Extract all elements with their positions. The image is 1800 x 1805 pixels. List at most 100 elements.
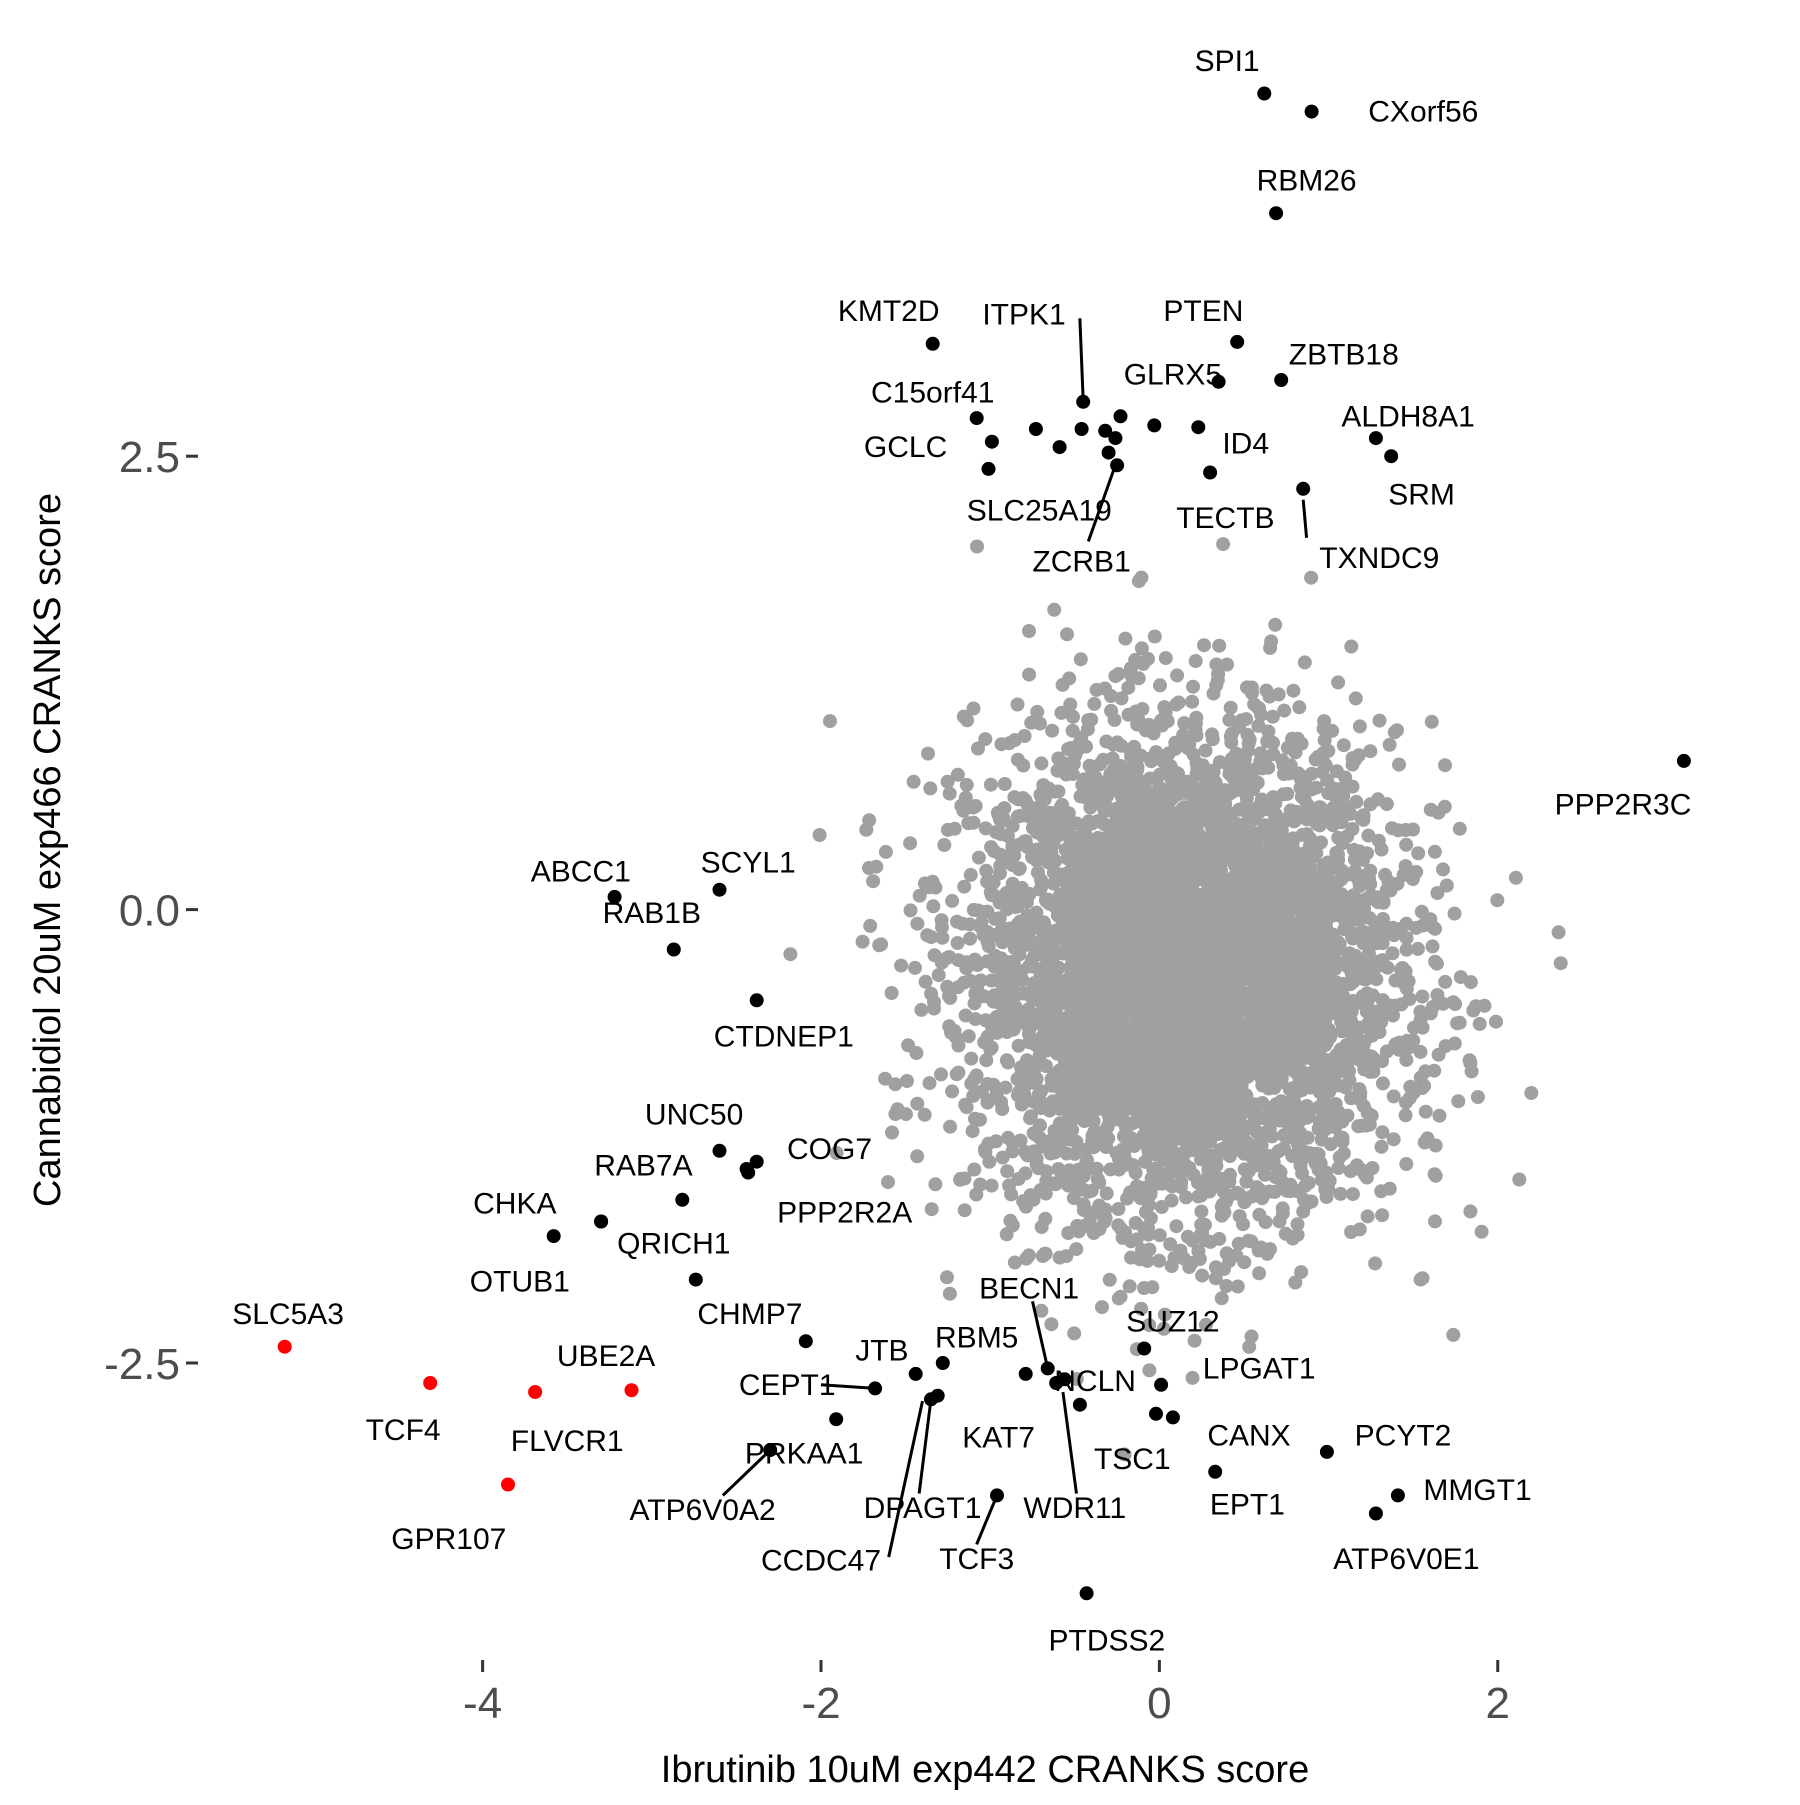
background-point	[1204, 1101, 1219, 1116]
background-point	[1418, 1104, 1433, 1119]
background-point	[1008, 1007, 1023, 1022]
background-point	[924, 986, 939, 1001]
background-point	[924, 1202, 939, 1217]
background-point	[1153, 945, 1168, 960]
background-point	[1294, 789, 1309, 804]
background-point	[1018, 1166, 1033, 1181]
background-point	[1369, 972, 1384, 987]
background-point	[1062, 1163, 1077, 1178]
background-point	[1274, 1174, 1289, 1189]
background-point	[1293, 771, 1308, 786]
background-point	[1309, 846, 1324, 861]
background-point	[979, 863, 994, 878]
background-point	[1108, 669, 1123, 684]
background-point	[951, 1065, 966, 1080]
background-point	[1091, 901, 1106, 915]
background-point	[1368, 920, 1383, 934]
background-point	[878, 844, 893, 859]
background-point	[995, 1102, 1010, 1117]
background-point	[1005, 839, 1020, 854]
background-point	[940, 979, 955, 994]
background-point	[1477, 998, 1492, 1013]
background-point	[1122, 1157, 1137, 1172]
background-point	[1067, 877, 1082, 892]
background-point	[1235, 996, 1250, 1010]
background-point	[1427, 844, 1442, 859]
background-point	[1406, 1085, 1421, 1100]
background-point	[1146, 909, 1161, 924]
background-point	[966, 701, 981, 716]
background-point	[1237, 1255, 1252, 1270]
background-point	[1061, 742, 1076, 756]
background-point	[1328, 882, 1343, 897]
background-point	[1184, 776, 1199, 791]
background-point	[1005, 1144, 1020, 1159]
background-point	[953, 1171, 968, 1186]
background-point	[1375, 1125, 1390, 1140]
background-point	[1222, 1189, 1237, 1204]
background-point	[1368, 1256, 1383, 1271]
background-point	[1125, 944, 1139, 959]
background-point	[1003, 921, 1017, 936]
background-point	[1451, 1094, 1466, 1109]
background-point	[1331, 847, 1345, 862]
background-point	[1007, 790, 1022, 805]
background-point	[1294, 968, 1309, 983]
background-point	[1316, 721, 1331, 736]
background-point	[987, 959, 1002, 974]
background-point	[1019, 1199, 1033, 1214]
background-point	[1159, 798, 1174, 812]
background-point	[1163, 1237, 1178, 1252]
background-point	[1118, 631, 1133, 646]
background-point	[957, 1203, 972, 1218]
background-point	[1269, 1097, 1284, 1112]
background-point	[1254, 792, 1269, 807]
background-point	[924, 930, 939, 945]
background-point	[1247, 812, 1262, 827]
background-point	[1164, 1193, 1179, 1208]
background-point	[1325, 861, 1340, 876]
background-point	[1352, 719, 1367, 734]
background-point	[1191, 1244, 1206, 1259]
background-point	[1223, 729, 1238, 744]
background-point	[1312, 1049, 1327, 1064]
background-point	[1081, 1184, 1096, 1199]
background-point	[968, 799, 983, 813]
background-point	[1102, 1272, 1117, 1287]
background-point	[1197, 638, 1211, 653]
background-point	[1257, 1167, 1272, 1182]
background-point	[1371, 895, 1385, 910]
background-point	[1044, 1072, 1059, 1087]
background-point	[1231, 1236, 1246, 1251]
background-point	[970, 539, 984, 554]
background-point	[1222, 810, 1237, 825]
background-point	[1335, 1134, 1350, 1149]
background-point	[1204, 1026, 1219, 1041]
background-point	[1062, 1132, 1077, 1147]
background-point	[1016, 758, 1031, 773]
background-point	[1018, 1144, 1033, 1159]
background-point	[940, 774, 955, 789]
background-point	[923, 781, 938, 796]
background-point	[1265, 709, 1280, 724]
background-point	[1239, 1174, 1254, 1189]
background-point	[1045, 723, 1060, 738]
background-point	[1022, 667, 1037, 682]
background-point	[1103, 824, 1118, 839]
background-point	[1450, 1016, 1465, 1031]
background-point	[1066, 709, 1080, 724]
background-point	[1201, 1162, 1216, 1177]
background-point	[1208, 1271, 1223, 1286]
background-point	[1034, 818, 1049, 833]
background-point	[1087, 1139, 1102, 1154]
background-point	[1231, 1031, 1246, 1046]
background-point	[1063, 697, 1078, 712]
background-point	[1237, 754, 1252, 769]
background-point	[1158, 651, 1173, 666]
background-point	[1268, 796, 1283, 811]
background-point	[937, 838, 952, 852]
background-point	[998, 965, 1013, 979]
background-point	[1020, 911, 1035, 926]
background-point	[990, 805, 1005, 820]
